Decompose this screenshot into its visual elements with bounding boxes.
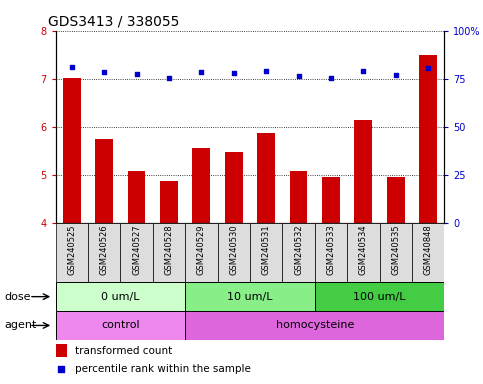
Bar xyxy=(290,171,308,223)
Bar xyxy=(380,223,412,282)
Text: 100 um/L: 100 um/L xyxy=(353,291,406,302)
Text: GSM240848: GSM240848 xyxy=(424,225,433,275)
Point xyxy=(165,75,173,81)
Bar xyxy=(56,311,185,340)
Bar xyxy=(412,223,444,282)
Text: dose: dose xyxy=(5,291,31,302)
Bar xyxy=(185,282,315,311)
Bar xyxy=(185,223,217,282)
Text: 0 um/L: 0 um/L xyxy=(101,291,140,302)
Point xyxy=(359,68,367,74)
Text: GSM240531: GSM240531 xyxy=(262,225,270,275)
Bar xyxy=(88,223,120,282)
Bar xyxy=(95,139,113,223)
Bar xyxy=(63,78,81,223)
Text: GSM240528: GSM240528 xyxy=(164,225,173,275)
Point xyxy=(133,71,141,78)
Text: GSM240527: GSM240527 xyxy=(132,225,141,275)
Bar xyxy=(315,223,347,282)
Text: GSM240532: GSM240532 xyxy=(294,225,303,275)
Bar xyxy=(56,223,88,282)
Text: GSM240529: GSM240529 xyxy=(197,225,206,275)
Bar xyxy=(217,223,250,282)
Text: GDS3413 / 338055: GDS3413 / 338055 xyxy=(48,14,179,28)
Point xyxy=(230,70,238,76)
Bar xyxy=(283,223,315,282)
Bar xyxy=(322,177,340,223)
Point xyxy=(198,70,205,76)
Bar xyxy=(355,119,372,223)
Text: GSM240530: GSM240530 xyxy=(229,225,238,275)
Point xyxy=(100,69,108,75)
Bar xyxy=(56,282,185,311)
Point xyxy=(327,75,335,81)
Point xyxy=(57,366,65,372)
Bar xyxy=(128,171,145,223)
Bar xyxy=(153,223,185,282)
Bar xyxy=(56,344,67,357)
Bar xyxy=(120,223,153,282)
Text: GSM240526: GSM240526 xyxy=(99,225,109,275)
Point xyxy=(392,72,399,78)
Text: 10 um/L: 10 um/L xyxy=(227,291,273,302)
Text: agent: agent xyxy=(5,320,37,331)
Bar xyxy=(160,181,178,223)
Text: GSM240533: GSM240533 xyxy=(327,225,336,275)
Point xyxy=(262,68,270,74)
Bar xyxy=(419,55,437,223)
Point xyxy=(68,64,76,70)
Bar xyxy=(347,223,380,282)
Text: GSM240525: GSM240525 xyxy=(67,225,76,275)
Bar xyxy=(225,152,242,223)
Text: GSM240534: GSM240534 xyxy=(359,225,368,275)
Bar xyxy=(185,311,444,340)
Text: homocysteine: homocysteine xyxy=(276,320,354,331)
Point xyxy=(295,73,302,79)
Bar xyxy=(257,133,275,223)
Text: GSM240535: GSM240535 xyxy=(391,225,400,275)
Point xyxy=(424,65,432,71)
Bar xyxy=(387,177,405,223)
Bar xyxy=(192,148,210,223)
Text: percentile rank within the sample: percentile rank within the sample xyxy=(75,364,251,374)
Text: control: control xyxy=(101,320,140,331)
Bar xyxy=(250,223,283,282)
Text: transformed count: transformed count xyxy=(75,346,172,356)
Bar xyxy=(315,282,444,311)
